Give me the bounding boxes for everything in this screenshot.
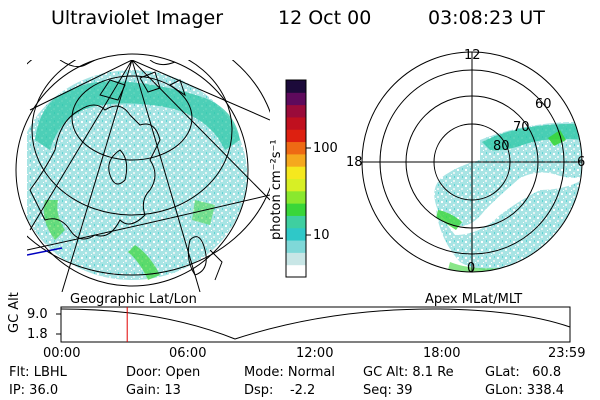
mlat-80-label: 80 — [493, 139, 510, 154]
info-mode: Mode: Normal — [244, 365, 335, 380]
colorbar-segment — [286, 166, 306, 179]
colorbar-unit-label: photon cm⁻²s⁻¹ — [269, 139, 284, 240]
colorbar-tick-10: 10 — [313, 228, 330, 243]
info-glat: GLat: 60.8 — [485, 365, 562, 380]
colorbar-segment — [286, 240, 306, 253]
mlt-6-label: 6 — [577, 155, 586, 170]
info-gcalt: GC Alt: 8.1 Re — [363, 365, 454, 380]
mlt-18-label: 18 — [346, 155, 363, 170]
colorbar-segment — [286, 227, 306, 241]
info-flt: Flt: LBHL — [9, 365, 67, 380]
timeline-ybottom: 1.8 — [27, 327, 48, 342]
info-glon: GLon: 338.4 — [485, 383, 565, 398]
polar-plot — [361, 51, 583, 273]
time-label: 03:08:23 UT — [428, 7, 545, 29]
tick-1800: 18:00 — [423, 346, 461, 361]
timeline-axis-label: GC Alt — [7, 292, 22, 333]
timeline-ytop: 9.0 — [27, 307, 48, 322]
colorbar-segment — [286, 178, 306, 192]
info-dsp: Dsp: -2.2 — [244, 383, 316, 398]
apex-label: Apex MLat/MLT — [425, 292, 523, 307]
mlat-60-label: 60 — [535, 97, 552, 112]
colorbar-segment — [286, 104, 306, 118]
mlat-70-label: 70 — [513, 120, 530, 135]
colorbar-segment — [286, 203, 306, 216]
colorbar-segment — [286, 129, 306, 143]
colorbar-segment — [286, 153, 306, 167]
colorbar-segment — [286, 264, 306, 278]
tick-0000: 00:00 — [43, 346, 81, 361]
tick-1200: 12:00 — [296, 346, 334, 361]
altitude-timeline — [56, 306, 571, 343]
info-ip: IP: 36.0 — [9, 383, 59, 398]
colorbar-segment — [286, 141, 306, 155]
colorbar-segment — [286, 92, 306, 106]
colorbar-segment — [286, 252, 306, 266]
mlt-0-label: 0 — [467, 261, 476, 276]
geographic-map — [15, 53, 270, 292]
map-boundary — [15, 53, 249, 287]
tick-0600: 06:00 — [169, 346, 207, 361]
colorbar-segment — [286, 80, 306, 93]
info-door: Door: Open — [126, 365, 201, 380]
colorbar-tick-100: 100 — [313, 141, 338, 156]
tick-2359: 23:59 — [548, 346, 586, 361]
info-gain: Gain: 13 — [126, 383, 181, 398]
colorbar-segment — [286, 190, 306, 204]
colorbar — [285, 79, 311, 278]
emission-region-left — [27, 70, 247, 280]
auroral-oval-left — [35, 81, 240, 150]
info-seq: Seq: 39 — [363, 383, 413, 398]
geographic-label: Geographic Lat/Lon — [70, 292, 197, 307]
colorbar-segment — [286, 215, 306, 229]
date-label: 12 Oct 00 — [278, 7, 372, 29]
instrument-title: Ultraviolet Imager — [51, 7, 224, 29]
mlt-12-label: 12 — [464, 48, 481, 63]
colorbar-segment — [286, 116, 306, 130]
